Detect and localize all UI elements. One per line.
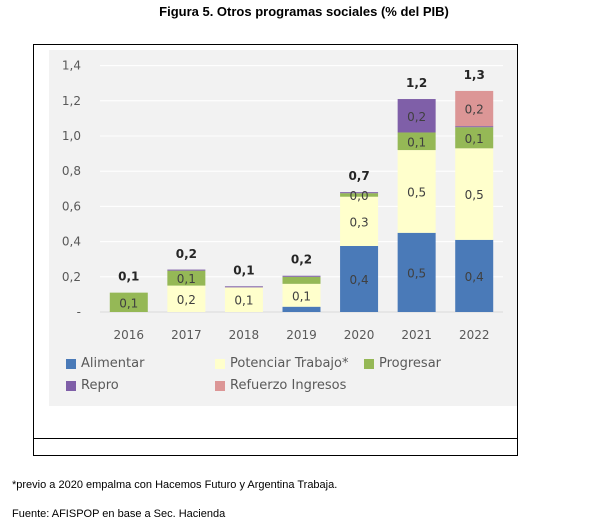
bar-segment-alimentar xyxy=(340,246,379,312)
bar-segment-potenciar-trabajo xyxy=(397,150,436,233)
bar-segment-alimentar xyxy=(397,232,436,312)
legend-swatch-repro xyxy=(66,380,76,391)
footnote: *previo a 2020 empalma con Hacemos Futur… xyxy=(12,479,338,491)
total-label: 0,2 xyxy=(176,247,197,261)
segment-label: 0,1 xyxy=(234,294,253,308)
legend-swatch-potenciar-trabajo xyxy=(215,358,225,369)
chart-legend: Alimentar Potenciar Trabajo* Progresar R… xyxy=(66,356,486,400)
bar-segment-potenciar-trabajo xyxy=(340,196,379,246)
x-tick-label: 2018 xyxy=(229,328,260,342)
total-label: 0,1 xyxy=(233,263,254,277)
segment-label: 0,2 xyxy=(177,293,196,307)
bar-segment-progresar xyxy=(340,193,379,197)
segment-label: 0,1 xyxy=(119,296,138,310)
segment-label: 0,5 xyxy=(407,185,426,199)
segment-label: 0,1 xyxy=(465,132,484,146)
y-tick-label: 0,4 xyxy=(62,235,81,249)
segment-label: 0,2 xyxy=(407,110,426,124)
bar-segment-alimentar xyxy=(282,306,321,312)
x-tick-label: 2021 xyxy=(401,328,432,342)
total-labels: 0,1 0,2 0,1 0,2 0,7 1,2 1,3 xyxy=(118,68,485,284)
total-label: 0,7 xyxy=(348,169,369,183)
segment-label: 0,4 xyxy=(350,273,369,287)
segment-label: 0,1 xyxy=(292,289,311,303)
x-tick-label: 2016 xyxy=(114,328,145,342)
bar-segment-repro xyxy=(455,126,494,128)
total-label: 1,3 xyxy=(464,68,485,82)
bar-segment-repro xyxy=(224,286,263,288)
legend-label: Refuerzo Ingresos xyxy=(230,378,347,393)
bar-segment-alimentar xyxy=(455,239,494,312)
legend-label: Repro xyxy=(81,378,119,393)
bar-segment-progresar xyxy=(167,270,206,286)
gridlines xyxy=(100,65,503,313)
segment-label: 0,1 xyxy=(407,135,426,149)
bar-segment-progresar xyxy=(397,132,436,151)
bar-segment-repro xyxy=(397,99,436,133)
legend-item-potenciar-trabajo: Potenciar Trabajo* xyxy=(215,356,349,371)
total-label: 1,2 xyxy=(406,76,427,90)
y-axis-ticks: - 0,2 0,4 0,6 0,8 1,0 1,2 1,4 xyxy=(62,59,81,319)
bar-segment-potenciar-trabajo xyxy=(282,283,321,307)
bar-segment-potenciar-trabajo xyxy=(167,285,206,312)
y-tick-label: 0,6 xyxy=(62,199,81,213)
figure-title: Figura 5. Otros programas sociales (% de… xyxy=(159,4,449,19)
legend-swatch-refuerzo-ingresos xyxy=(215,380,225,391)
chart-panel xyxy=(49,50,517,406)
total-label: 0,1 xyxy=(118,270,139,284)
x-axis-ticks: 2016 2017 2018 2019 2020 2021 2022 xyxy=(114,328,490,342)
segment-label: 0,0 xyxy=(350,189,369,203)
bar-segment-repro xyxy=(340,192,379,194)
bar-segment-progresar xyxy=(282,276,321,284)
y-tick-label: 0,8 xyxy=(62,164,81,178)
bars xyxy=(109,90,494,312)
y-tick-label: 1,2 xyxy=(62,94,81,108)
bar-segment-progresar xyxy=(455,127,494,149)
figure-frame xyxy=(33,44,518,456)
legend-swatch-alimentar xyxy=(66,358,76,369)
y-tick-label: 1,4 xyxy=(62,59,81,73)
segment-label: 0,3 xyxy=(350,215,369,229)
segment-label: 0,1 xyxy=(177,272,196,286)
segment-label: 0,4 xyxy=(465,270,484,284)
bar-segment-repro xyxy=(282,275,321,277)
bar-segment-potenciar-trabajo xyxy=(224,287,263,312)
bar-segment-progresar xyxy=(109,292,148,312)
bar-segment-refuerzo-ingresos xyxy=(455,90,494,127)
legend-swatch-progresar xyxy=(364,358,374,369)
segment-labels: 0,1 0,2 0,1 0,1 0,1 0,4 0,3 0,0 0,5 0,5 0,1 0,2 0,4 0… xyxy=(119,103,484,311)
bar-segment-potenciar-trabajo xyxy=(455,148,494,240)
x-tick-label: 2019 xyxy=(286,328,317,342)
legend-item-progresar: Progresar xyxy=(364,356,441,371)
y-tick-label: 0,2 xyxy=(62,270,81,284)
x-tick-label: 2017 xyxy=(171,328,202,342)
segment-label: 0,5 xyxy=(407,266,426,280)
legend-label: Progresar xyxy=(379,356,442,371)
legend-item-alimentar: Alimentar xyxy=(66,356,144,371)
legend-item-refuerzo-ingresos: Refuerzo Ingresos xyxy=(215,378,346,393)
y-tick-label: - xyxy=(77,305,81,319)
segment-label: 0,5 xyxy=(465,188,484,202)
frame-divider xyxy=(33,438,517,439)
x-tick-label: 2022 xyxy=(459,328,490,342)
total-label: 0,2 xyxy=(291,253,312,267)
source-note: Fuente: AFISPOP en base a Sec. Hacienda xyxy=(12,508,226,520)
segment-label: 0,2 xyxy=(465,103,484,117)
legend-label: Alimentar xyxy=(81,356,145,371)
legend-item-repro: Repro xyxy=(66,378,119,393)
y-tick-label: 1,0 xyxy=(62,129,81,143)
stacked-bar-chart: -0,20,40,60,81,01,21,4 0,1 0,20,10,1 0,10,… xyxy=(62,59,503,342)
legend-label: Potenciar Trabajo* xyxy=(230,356,349,371)
x-tick-label: 2020 xyxy=(344,328,375,342)
bar-segment-repro xyxy=(167,269,206,271)
